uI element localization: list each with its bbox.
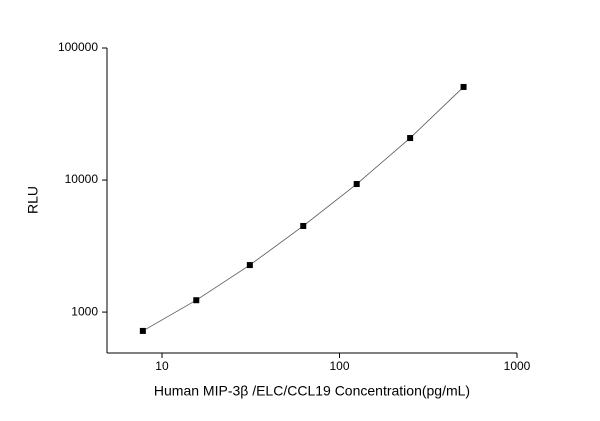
point xyxy=(300,222,307,229)
point xyxy=(407,135,414,142)
point xyxy=(139,327,146,334)
point xyxy=(460,83,467,90)
x-tick-label: 1000 xyxy=(504,359,531,373)
x-axis-label: Human MIP-3β /ELC/CCL19 Concentration(pg… xyxy=(154,383,470,399)
x-tick-label: 100 xyxy=(329,359,349,373)
curve xyxy=(142,86,464,332)
point xyxy=(193,297,200,304)
x-tick-label: 10 xyxy=(155,359,169,373)
point xyxy=(246,262,253,269)
point xyxy=(353,181,360,188)
y-tick-label: 100000 xyxy=(58,40,98,54)
y-axis-label: RLU xyxy=(25,186,41,214)
y-tick-label: 1000 xyxy=(71,304,98,318)
y-tick-label: 10000 xyxy=(65,172,99,186)
